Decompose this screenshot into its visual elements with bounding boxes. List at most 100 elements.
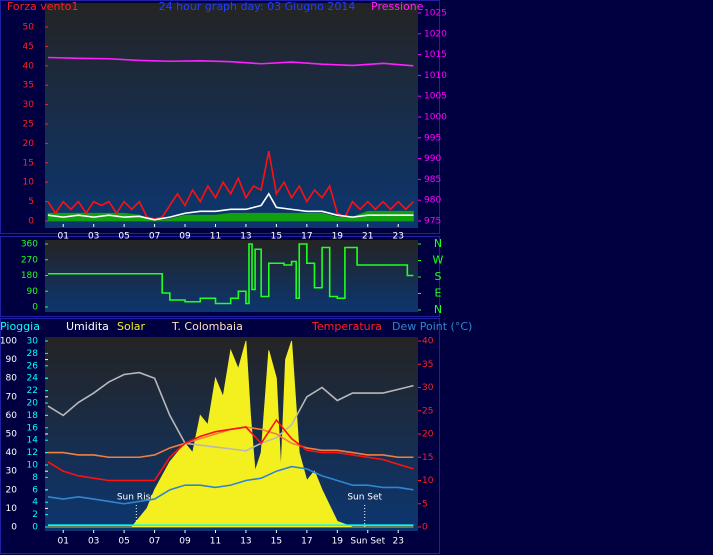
x-tick-label: 15 <box>271 537 282 547</box>
y-tick-label: 15 <box>23 158 34 168</box>
line <box>47 56 414 67</box>
y-tick-label: 15 <box>422 453 433 463</box>
y-tick-label: 0 <box>11 523 17 533</box>
y-tick-label: 975 <box>424 217 441 227</box>
y-tick-label: 1005 <box>424 92 447 102</box>
x-tick-label: 11 <box>210 232 221 242</box>
y-tick-label: 1015 <box>424 50 447 60</box>
y-tick-label: 6 <box>32 485 38 495</box>
x-tick-label: 23 <box>392 232 403 242</box>
y-tick-label: S <box>435 270 442 283</box>
legend-label: Forza vento1 <box>7 0 79 13</box>
y-tick-label: W <box>433 254 444 267</box>
x-tick-label: 21 <box>362 232 373 242</box>
y-tick-label: 40 <box>6 448 18 458</box>
y-tick-label: E <box>435 287 442 300</box>
x-tick-label: 07 <box>149 537 160 547</box>
y-tick-label: 20 <box>6 485 18 495</box>
line <box>47 465 414 505</box>
x-tick-label: 05 <box>118 537 129 547</box>
y-tick-label: 0 <box>422 523 428 533</box>
y-tick-label: 10 <box>422 476 434 486</box>
annotation: Sun Rise <box>117 493 156 503</box>
y-tick-label: 50 <box>23 23 35 33</box>
y-tick-label: 360 <box>21 240 38 250</box>
line <box>48 243 414 305</box>
y-tick-label: 10 <box>6 504 18 514</box>
x-tick-label: 13 <box>240 232 251 242</box>
y-tick-label: N <box>434 237 442 250</box>
panel-frame <box>0 318 440 554</box>
legend-label: T. Colombaia <box>171 320 243 333</box>
y-tick-label: 22 <box>27 386 38 396</box>
y-tick-label: 5 <box>28 197 34 207</box>
y-tick-label: 990 <box>424 154 441 164</box>
y-tick-label: 60 <box>6 411 18 421</box>
y-tick-label: 270 <box>21 255 38 265</box>
y-tick-label: 90 <box>6 355 18 365</box>
x-tick-label: 05 <box>118 232 129 242</box>
panel-frame <box>0 236 440 317</box>
legend-label: Temperatura <box>311 320 382 333</box>
y-tick-label: 80 <box>6 374 18 384</box>
legend-label: Pressione <box>371 0 424 13</box>
y-tick-label: 70 <box>6 392 18 402</box>
y-tick-label: 18 <box>27 411 39 421</box>
y-tick-label: 1010 <box>424 71 447 81</box>
x-tick-label: 01 <box>57 232 68 242</box>
x-tick-label: 07 <box>149 232 160 242</box>
y-tick-label: 40 <box>422 337 434 347</box>
y-tick-label: 25 <box>23 120 34 130</box>
line <box>47 192 414 221</box>
y-tick-label: 1000 <box>424 113 447 123</box>
y-tick-label: 26 <box>27 361 39 371</box>
x-tick-label: 03 <box>88 537 99 547</box>
x-tick-label: 03 <box>88 232 99 242</box>
y-tick-label: 1025 <box>424 9 447 19</box>
y-tick-label: 20 <box>23 139 35 149</box>
plot-bg <box>45 3 418 228</box>
x-tick-label: 09 <box>179 537 191 547</box>
chart-title: 24 hour graph day: 03 Giugno 2014 <box>159 0 356 13</box>
y-tick-label: 45 <box>23 42 34 52</box>
y-tick-label: 30 <box>422 383 434 393</box>
legend-label: Pioggia <box>0 320 40 333</box>
y-tick-label: 24 <box>27 374 39 384</box>
x-tick-label: 17 <box>301 537 312 547</box>
y-tick-label: 10 <box>27 461 39 471</box>
y-tick-label: 985 <box>424 175 441 185</box>
x-tick-label: 17 <box>301 232 312 242</box>
y-tick-label: 28 <box>27 349 39 359</box>
line <box>47 418 414 482</box>
panel-frame <box>0 0 440 234</box>
y-tick-label: 1020 <box>424 29 447 39</box>
x-tick-label: 15 <box>271 232 282 242</box>
y-tick-label: 980 <box>424 196 441 206</box>
legend-label: Solar <box>117 320 146 333</box>
x-tick-label: 09 <box>179 232 191 242</box>
y-tick-label: 16 <box>27 423 39 433</box>
y-tick-label: 0 <box>28 217 34 227</box>
y-tick-label: 100 <box>0 337 17 347</box>
x-tick-label: 13 <box>240 537 251 547</box>
y-tick-label: 12 <box>27 448 38 458</box>
y-tick-label: 30 <box>27 337 39 347</box>
y-tick-label: 40 <box>23 61 35 71</box>
y-tick-label: 20 <box>27 399 39 409</box>
y-tick-label: 10 <box>23 178 35 188</box>
y-tick-label: N <box>434 303 442 316</box>
annotation: Sun Set <box>347 493 382 503</box>
x-tick-label: 19 <box>332 232 344 242</box>
y-tick-label: 0 <box>32 303 38 313</box>
y-tick-label: 4 <box>32 498 38 508</box>
y-tick-label: 995 <box>424 133 441 143</box>
y-tick-label: 5 <box>422 499 428 509</box>
x-tick-label: 11 <box>210 537 221 547</box>
y-tick-label: 180 <box>21 271 38 281</box>
y-tick-label: 35 <box>422 360 433 370</box>
y-tick-label: 8 <box>32 473 38 483</box>
x-tick-label: Sun Set <box>350 537 385 547</box>
x-tick-label: 23 <box>392 537 403 547</box>
y-tick-label: 2 <box>32 510 38 520</box>
